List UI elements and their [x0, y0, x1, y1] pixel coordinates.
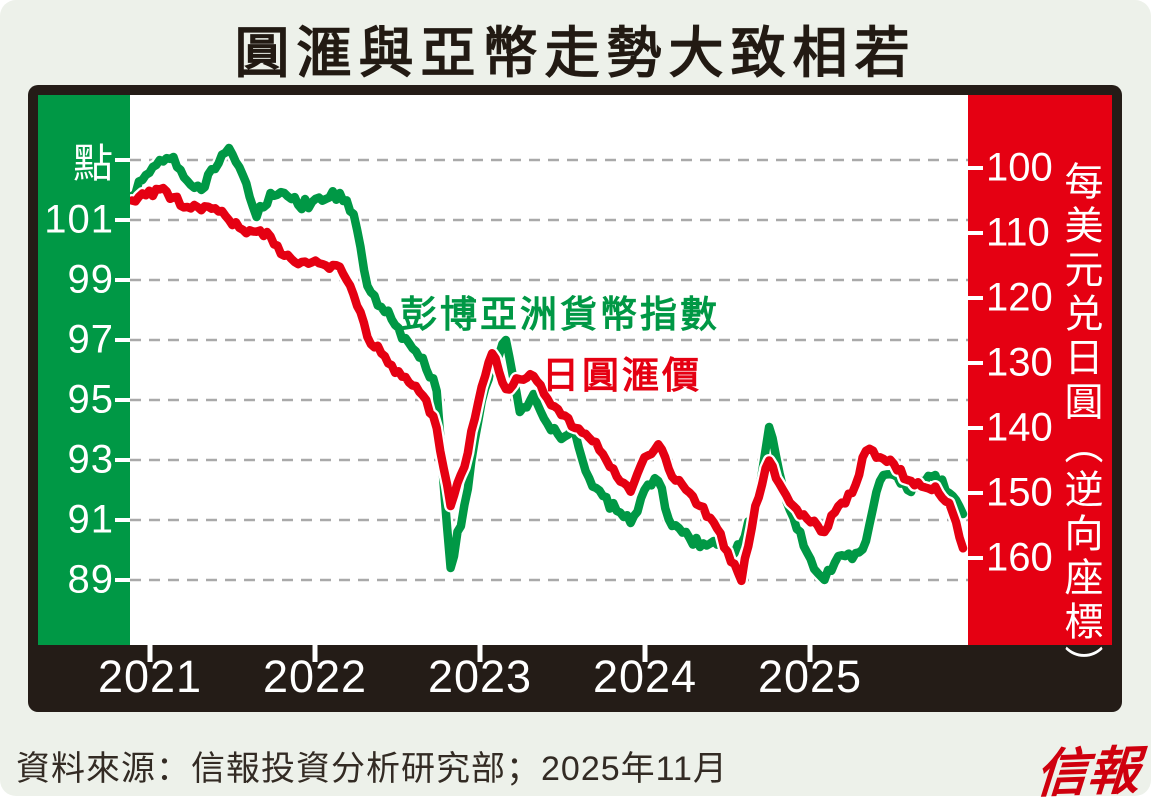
right-axis-tick-label: 110 — [986, 210, 1050, 255]
right-axis-tick-label: 150 — [986, 470, 1053, 515]
source-text: 資料來源：信報投資分析研究部；2025年11月 — [16, 750, 728, 788]
right-axis-title: 每美元兑日圓（逆向座標） — [1059, 161, 1102, 689]
left-axis-tick-label: 93 — [67, 437, 114, 482]
x-axis-year-label: 2025 — [757, 651, 863, 702]
right-axis-band — [968, 95, 1112, 645]
x-axis-tick-mark — [312, 645, 318, 662]
x-axis-year-label: 2023 — [427, 651, 533, 702]
right-axis-tick-label: 160 — [986, 535, 1053, 580]
chart-svg — [130, 141, 968, 588]
right-axis-tick-mark — [968, 361, 983, 365]
left-axis-tick-label: 點 — [73, 142, 114, 186]
page-title: 圓滙與亞幣走勢大致相若 — [234, 22, 917, 84]
series-line-jpy — [130, 183, 968, 586]
right-axis-tick-mark — [968, 426, 983, 430]
right-axis-tick-mark — [968, 556, 983, 560]
plot-area — [130, 95, 968, 645]
left-axis-tick-mark — [115, 578, 130, 582]
right-axis-tick-label: 130 — [986, 340, 1053, 385]
series-line-adxy — [130, 143, 968, 585]
x-axis-year-label: 2021 — [97, 651, 203, 702]
brand-logo: 信報 — [1033, 743, 1142, 804]
left-axis-band — [38, 95, 130, 645]
x-axis-year-label: 2022 — [262, 651, 368, 702]
left-axis-tick-label: 95 — [67, 377, 114, 422]
left-axis-tick-label: 101 — [44, 197, 114, 242]
left-axis-tick-mark — [115, 158, 130, 162]
left-axis-tick-mark — [115, 518, 130, 522]
left-axis-tick-label: 97 — [67, 317, 114, 362]
legend-jpy-label: 日圓滙價 — [542, 355, 702, 396]
x-axis-tick-mark — [807, 645, 813, 662]
left-axis-tick-label: 99 — [67, 257, 114, 302]
right-axis-tick-mark — [968, 296, 983, 300]
right-axis-tick-label: 120 — [986, 275, 1053, 320]
left-axis-tick-mark — [115, 218, 130, 222]
left-axis-tick-mark — [115, 338, 130, 342]
right-axis-tick-label: 100 — [986, 145, 1053, 190]
right-axis-tick-mark — [968, 166, 983, 170]
x-axis-tick-mark — [147, 645, 153, 662]
legend-adxy-label: 彭博亞洲貨幣指數 — [400, 294, 720, 335]
left-axis-tick-label: 89 — [67, 557, 114, 602]
x-axis-tick-mark — [642, 645, 648, 662]
left-axis-tick-mark — [115, 398, 130, 402]
left-axis-tick-mark — [115, 458, 130, 462]
left-axis-tick-label: 91 — [67, 497, 114, 542]
right-axis-tick-mark — [968, 491, 983, 495]
x-axis-tick-mark — [477, 645, 483, 662]
right-axis-tick-mark — [968, 231, 983, 235]
left-axis-tick-mark — [115, 278, 130, 282]
right-axis-tick-label: 140 — [986, 405, 1053, 450]
x-axis-year-label: 2024 — [592, 651, 698, 702]
chart-frame: 點 101 99 97 95 93 91 89 100 110 120 130 140 150 160 2… — [28, 85, 1122, 712]
